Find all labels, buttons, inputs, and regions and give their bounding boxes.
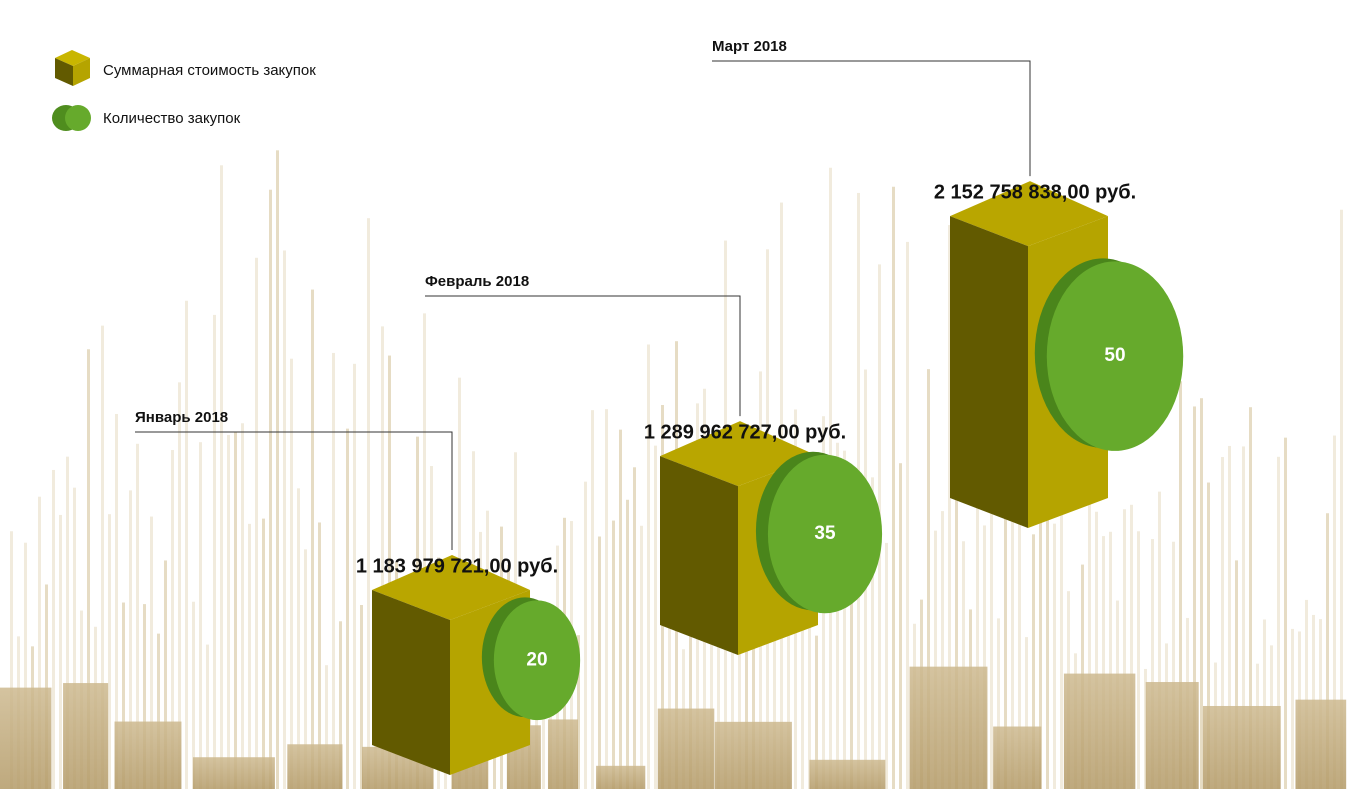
category-label: Январь 2018 [135, 409, 228, 426]
background-stripe [1284, 438, 1287, 789]
background-stripe [647, 344, 650, 789]
background-stripe [262, 519, 265, 789]
background-stripe [626, 500, 629, 789]
background-block [910, 667, 988, 789]
background-stripe [654, 446, 657, 789]
background-stripe [59, 515, 62, 789]
box-front [950, 216, 1028, 528]
background-stripe [640, 526, 643, 789]
background-stripe [612, 521, 615, 789]
background-stripe [906, 242, 909, 789]
background-stripe [185, 301, 188, 789]
count-label: 50 [1104, 345, 1125, 366]
background-stripe [584, 482, 587, 789]
value-label: 1 183 979 721,00 руб. [356, 555, 558, 577]
box-front [372, 590, 450, 775]
legend-icon [65, 105, 91, 131]
legend-label: Количество закупок [103, 110, 241, 127]
background-stripe [283, 250, 286, 789]
background-stripe [367, 218, 370, 789]
background-stripe [1053, 524, 1056, 789]
background-stripe [227, 435, 230, 789]
background-block [548, 719, 578, 789]
background-stripe [619, 430, 622, 789]
background-stripe [633, 467, 636, 789]
background-block [193, 757, 275, 789]
background-stripe [591, 410, 594, 789]
background-stripe [899, 463, 902, 789]
leader-line [425, 296, 740, 416]
background-stripe [892, 187, 895, 789]
background-stripe [199, 442, 202, 789]
background-stripe [220, 165, 223, 789]
value-label: 2 152 758 838,00 руб. [934, 181, 1136, 203]
background-block [658, 709, 715, 789]
background-block [596, 766, 645, 789]
background-stripe [598, 537, 601, 789]
background-stripe [234, 432, 237, 789]
background-stripe [1291, 629, 1294, 789]
value-label: 1 289 962 727,00 руб. [644, 421, 846, 443]
background-block [0, 688, 51, 789]
background-stripe [1137, 531, 1140, 789]
category-label: Февраль 2018 [425, 273, 529, 290]
box-front [660, 456, 738, 655]
count-label: 20 [526, 649, 547, 670]
background-stripe [52, 470, 55, 789]
count-label: 35 [814, 523, 836, 544]
leader-line [712, 61, 1030, 176]
background-block [809, 760, 885, 789]
background-stripe [297, 488, 300, 789]
background-stripe [255, 258, 258, 789]
background-block [115, 722, 182, 789]
leader-line [135, 432, 452, 550]
background-stripe [346, 429, 349, 789]
legend: Суммарная стоимость закупок Количество з… [52, 50, 316, 131]
background-block [993, 727, 1041, 789]
category-label: Март 2018 [712, 38, 787, 55]
background-stripe [1200, 398, 1203, 789]
background-stripe [248, 524, 251, 789]
background-block [1203, 706, 1281, 789]
background-stripe [108, 514, 111, 789]
background-block [715, 722, 792, 789]
background-stripe [213, 315, 216, 789]
background-block [1146, 682, 1199, 789]
background-stripe [276, 150, 279, 789]
legend-label: Суммарная стоимость закупок [103, 62, 316, 79]
background-stripe [290, 359, 293, 789]
background-stripe [332, 353, 335, 789]
background-stripe [269, 190, 272, 789]
background-block [1064, 674, 1135, 789]
background-block [287, 744, 342, 789]
background-stripe [241, 423, 244, 789]
chart: Суммарная стоимость закупок Количество з… [0, 0, 1348, 789]
background-block [63, 683, 108, 789]
background-stripe [311, 290, 314, 789]
background-block [1295, 700, 1346, 789]
background-stripe [1046, 517, 1049, 789]
background-stripe [605, 409, 608, 789]
background-stripe [885, 543, 888, 789]
